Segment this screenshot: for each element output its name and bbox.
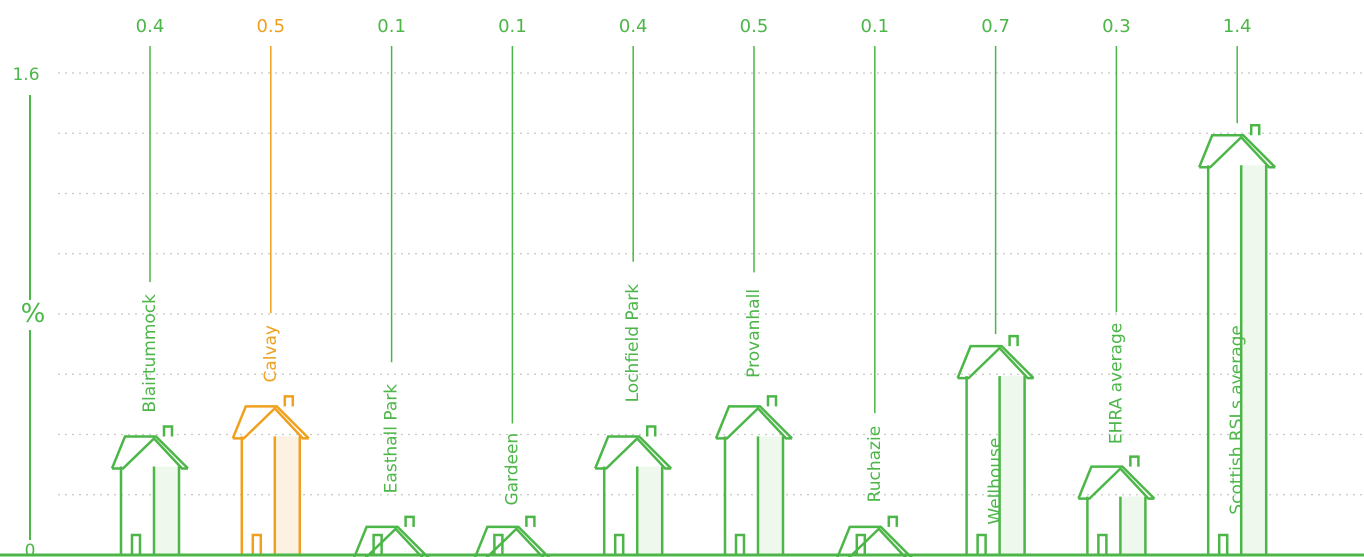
bar-chimney [404,515,415,527]
bar-side-fill [637,466,663,555]
category-label: Calvay [261,325,281,383]
bar-chimney [162,425,174,437]
bar-roof [956,344,1035,380]
bar-roof [1077,465,1156,500]
data-label: 0.1 [498,16,527,37]
y-axis-label: % [21,299,46,329]
bar-roof [714,405,793,440]
category-label: Ruchazie [865,426,885,502]
category-label: Easthall Park [382,384,402,494]
bar-roof [110,435,189,470]
bar-door [251,533,263,555]
bar-roof [231,405,310,440]
bar: 0.1 Easthall Park [353,16,430,557]
data-label: 0.7 [981,16,1010,37]
bar-door [372,533,383,555]
data-label: 0.4 [136,16,165,37]
bar-chimney [766,395,778,407]
category-label: Blairtummock [140,294,160,413]
category-label: Lochfield Park [623,284,643,403]
bar-chimney [283,395,295,407]
category-label: EHRA average [1106,323,1126,444]
grid [58,72,1364,496]
bar-chimney [887,515,899,527]
bar-side-fill [758,436,783,555]
bar-door [493,533,504,555]
data-label: 1.4 [1223,16,1252,37]
bar: 0.1 Ruchazie [836,16,913,557]
bar-door [855,533,867,555]
data-label: 0.3 [1102,16,1131,37]
bar: 1.4 Scottish RSLs average [1198,16,1277,555]
category-label: Provanhall [744,289,764,378]
bars: 0.4 Blairtummock 0.5 Calvay 0.1 Easthall Park… [110,16,1277,557]
bar-side-fill [999,376,1025,555]
bar-roof [594,435,673,470]
bar-door [1097,533,1108,555]
bar: 0.4 Blairtummock [110,16,189,555]
bar-roof [1198,134,1277,169]
bar-chimney [645,425,657,437]
bar-side-fill [154,466,179,555]
data-label: 0.5 [740,16,769,37]
category-label: Wellhouse [986,438,1006,525]
bar-chimney [1129,455,1140,467]
bar-chimney [1008,334,1019,347]
bar: 0.5 Calvay [231,16,310,555]
bar: 0.4 Lochfield Park [594,16,673,555]
data-label: 0.1 [860,16,889,37]
category-label: Gardeen [502,433,522,506]
y-tick-label-max: 1.6 [12,65,39,85]
bar-side-fill [274,436,300,555]
data-label: 0.4 [619,16,648,37]
bar-roof [473,525,551,557]
bar-door [976,533,987,555]
bar: 0.3 EHRA average [1077,16,1156,555]
bar-door [130,533,142,555]
category-label: Scottish RSLs average [1227,325,1247,515]
bar-chimney [525,515,536,527]
bar-chimney [1249,124,1261,136]
bar-door [734,533,746,555]
data-label: 0.1 [377,16,406,37]
bar-side-fill [1241,165,1267,555]
bar-door [1217,533,1229,555]
y-tick-label-min: 0 [25,541,36,557]
bar-door [613,533,625,555]
bar-roof [353,525,430,557]
bar: 0.7 Wellhouse [956,16,1035,555]
bar: 0.5 Provanhall [714,16,793,555]
bar-roof [836,525,913,557]
bar: 0.1 Gardeen [473,16,551,557]
data-label: 0.5 [256,16,285,37]
bar-side-fill [1120,496,1146,555]
